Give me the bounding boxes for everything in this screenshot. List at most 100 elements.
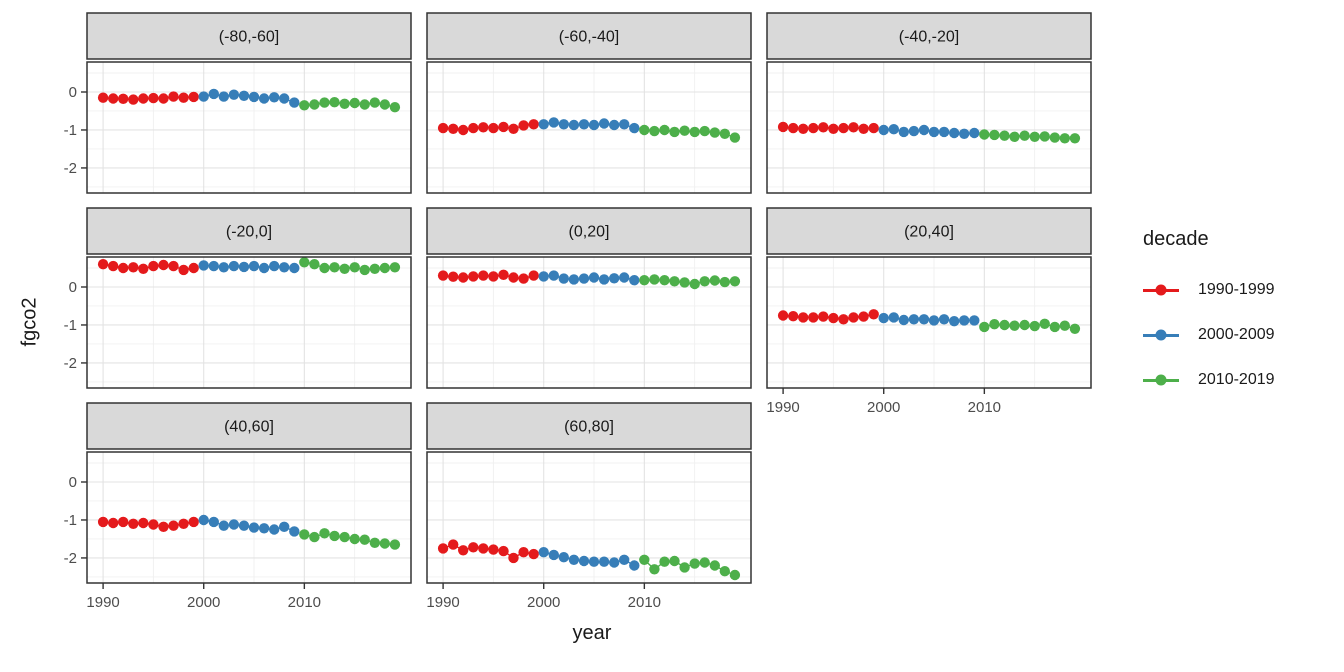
data-point (798, 312, 809, 323)
data-point (437, 122, 449, 134)
data-point (309, 531, 320, 543)
data-point (558, 119, 569, 130)
data-point (299, 100, 310, 111)
data-point (218, 91, 229, 102)
legend-key-red (1143, 284, 1179, 297)
data-point (959, 128, 970, 139)
facet-strip (766, 12, 1092, 60)
y-tick-label: -1 (64, 512, 77, 529)
data-point (828, 312, 839, 324)
data-point (208, 88, 219, 100)
panel-border (426, 451, 752, 584)
facet-strip-label: (40,60] (224, 419, 274, 436)
data-point (329, 530, 340, 542)
y-tick-label: -1 (64, 317, 77, 334)
data-point (258, 93, 270, 104)
facet-strip-label: (-80,-60] (219, 29, 279, 46)
data-point (148, 519, 159, 530)
facet-strip-label: (0,20] (569, 224, 610, 241)
data-point (908, 125, 920, 137)
data-point (258, 262, 270, 274)
data-point (289, 262, 300, 274)
facet-panel-(20,40]: (20,40] 1990 2000 2010 (766, 207, 1092, 416)
data-point (468, 122, 479, 134)
data-point (898, 314, 909, 326)
data-point (699, 276, 710, 287)
data-point (598, 274, 610, 285)
data-point (389, 262, 401, 273)
data-point (118, 516, 129, 528)
data-point (458, 124, 469, 136)
data-point (1019, 130, 1030, 141)
panel-border (86, 61, 412, 194)
data-point (679, 562, 690, 573)
data-point (128, 518, 139, 529)
data-point (138, 263, 149, 274)
data-point (858, 311, 869, 322)
data-point (379, 538, 390, 549)
data-point (329, 97, 340, 108)
data-point (528, 119, 539, 130)
data-point (989, 129, 1000, 141)
data-point (619, 119, 630, 130)
facet-panel-(-60,-40]: (-60,-40] (426, 12, 752, 194)
facet-strip-label: (20,40] (904, 224, 954, 241)
data-point (198, 514, 209, 526)
data-point (639, 275, 650, 286)
data-point (238, 520, 250, 531)
data-point (598, 556, 610, 567)
data-point (198, 260, 209, 271)
data-point (319, 97, 330, 108)
data-point (1029, 320, 1040, 332)
facet-strip-label: (60,80] (564, 419, 614, 436)
y-tick-label: 0 (69, 279, 77, 296)
data-point (228, 260, 240, 272)
data-point (279, 521, 290, 532)
data-point (97, 516, 109, 528)
data-point (359, 99, 370, 110)
data-point (959, 315, 970, 326)
data-point (128, 262, 139, 273)
data-point (898, 126, 909, 138)
data-point (888, 312, 899, 323)
data-point (208, 516, 219, 528)
data-point (1069, 133, 1081, 144)
data-point (828, 123, 839, 134)
data-point (609, 557, 620, 568)
data-point (238, 261, 250, 273)
data-point (598, 118, 610, 129)
data-point (669, 555, 680, 567)
data-point (619, 272, 630, 283)
x-tick-label: 1990 (86, 594, 119, 611)
y-axis-title: fgco2 (18, 297, 41, 347)
data-point (518, 120, 529, 131)
data-point (478, 543, 489, 554)
data-point (148, 92, 159, 104)
data-point (548, 549, 559, 561)
data-point (928, 126, 940, 138)
data-point (878, 312, 889, 324)
data-point (949, 316, 960, 327)
data-point (818, 122, 829, 133)
facet-panel-(0,20]: (0,20] (426, 207, 752, 389)
data-point (488, 271, 499, 282)
data-point (289, 97, 300, 108)
data-point (279, 262, 290, 273)
data-point (719, 566, 730, 577)
data-point (319, 528, 330, 539)
data-point (1069, 323, 1081, 334)
data-point (389, 102, 401, 113)
data-point (838, 122, 849, 134)
facet-strip (426, 402, 752, 450)
data-point (989, 319, 1000, 330)
data-point (578, 273, 590, 284)
data-point (1039, 131, 1050, 142)
data-point (188, 91, 199, 103)
data-point (639, 554, 650, 565)
legend-dot-icon (1155, 284, 1167, 296)
legend-title: decade (1143, 228, 1209, 250)
data-point (448, 123, 459, 134)
legend-label: 2010-2019 (1198, 371, 1275, 388)
legend-label: 1990-1999 (1198, 281, 1275, 298)
data-point (719, 276, 730, 288)
